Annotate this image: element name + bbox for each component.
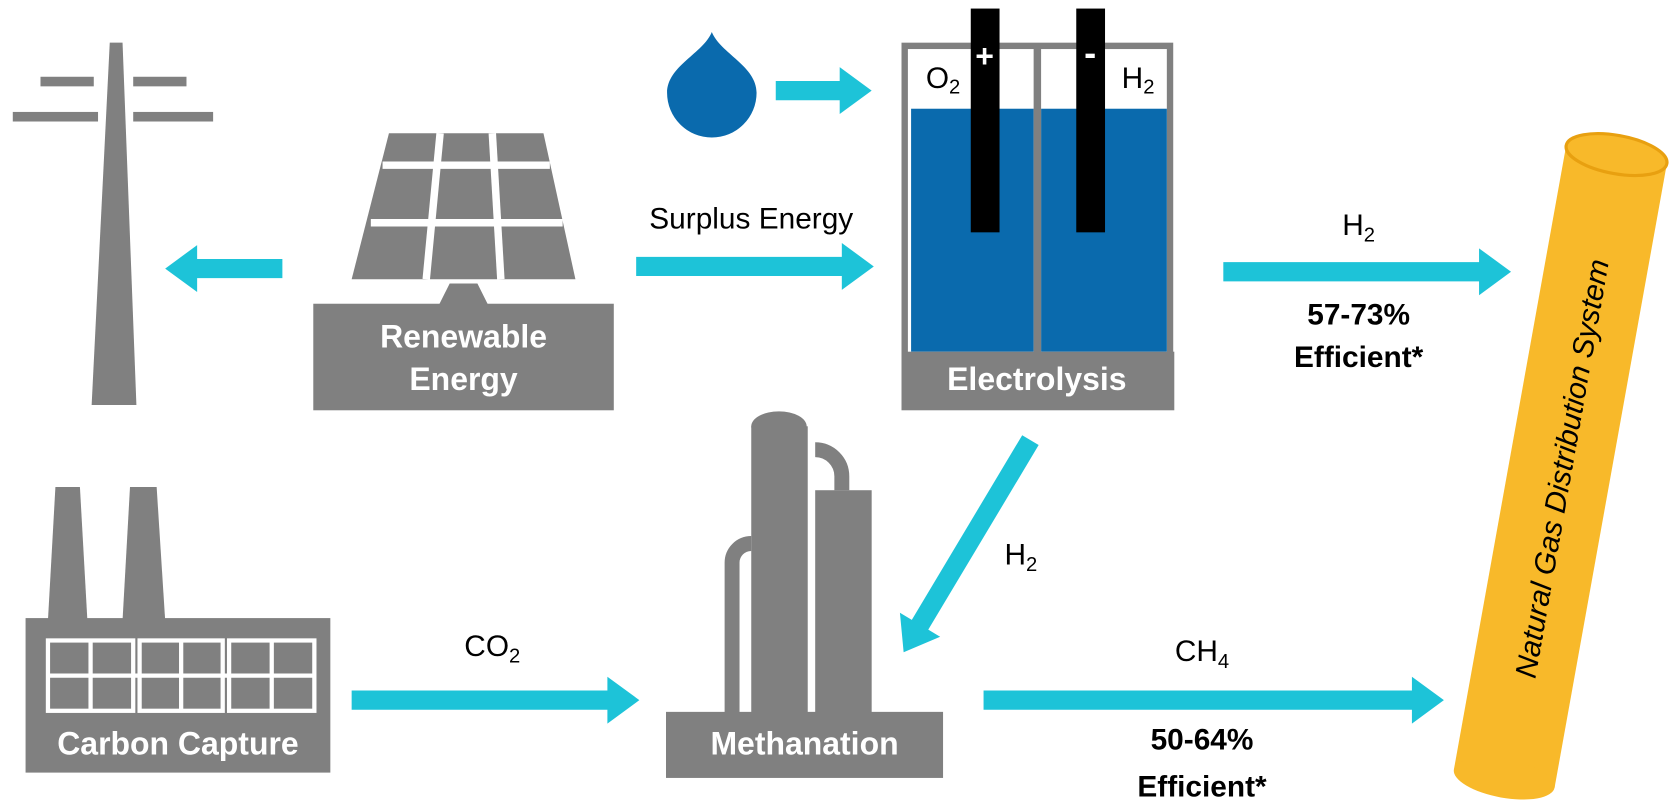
factory: Carbon Capture <box>26 487 331 773</box>
power-tower <box>13 43 213 405</box>
flow-label: Surplus Energy <box>649 202 853 235</box>
flow-arrow <box>636 243 874 290</box>
flow-gas: H2 <box>1342 209 1375 247</box>
page: Renewable Energy + - O2 H2 Electrolysis … <box>0 0 1673 811</box>
diagram: Renewable Energy + - O2 H2 Electrolysis … <box>0 0 1673 811</box>
efficiency: 50-64% <box>1151 724 1254 757</box>
efficiency: 57-73% <box>1307 298 1410 331</box>
node-label: Energy <box>409 361 518 397</box>
efficiency: Efficient* <box>1294 341 1424 374</box>
flow-arrow <box>984 677 1444 724</box>
flow-gas: CH4 <box>1175 635 1229 673</box>
cathode-sign: - <box>1084 32 1096 73</box>
efficiency: Efficient* <box>1137 770 1267 803</box>
anode-sign: + <box>975 38 994 74</box>
electrolysis-tank: + - O2 H2 Electrolysis <box>902 9 1175 411</box>
node-label: Renewable <box>380 318 547 354</box>
flow-arrow <box>165 245 282 292</box>
flow-arrow <box>776 67 872 114</box>
flow-arrow <box>1223 248 1511 295</box>
node-label: Electrolysis <box>947 361 1126 397</box>
water-drop <box>667 32 757 137</box>
flow-gas: H2 <box>1004 538 1037 576</box>
node-label: Carbon Capture <box>57 725 298 761</box>
flow-gas: CO2 <box>464 630 520 668</box>
methanation-plant: Methanation <box>666 411 943 778</box>
solar-panel: Renewable Energy <box>313 133 614 410</box>
node-label: Methanation <box>710 725 898 761</box>
flow-arrow <box>352 677 640 724</box>
